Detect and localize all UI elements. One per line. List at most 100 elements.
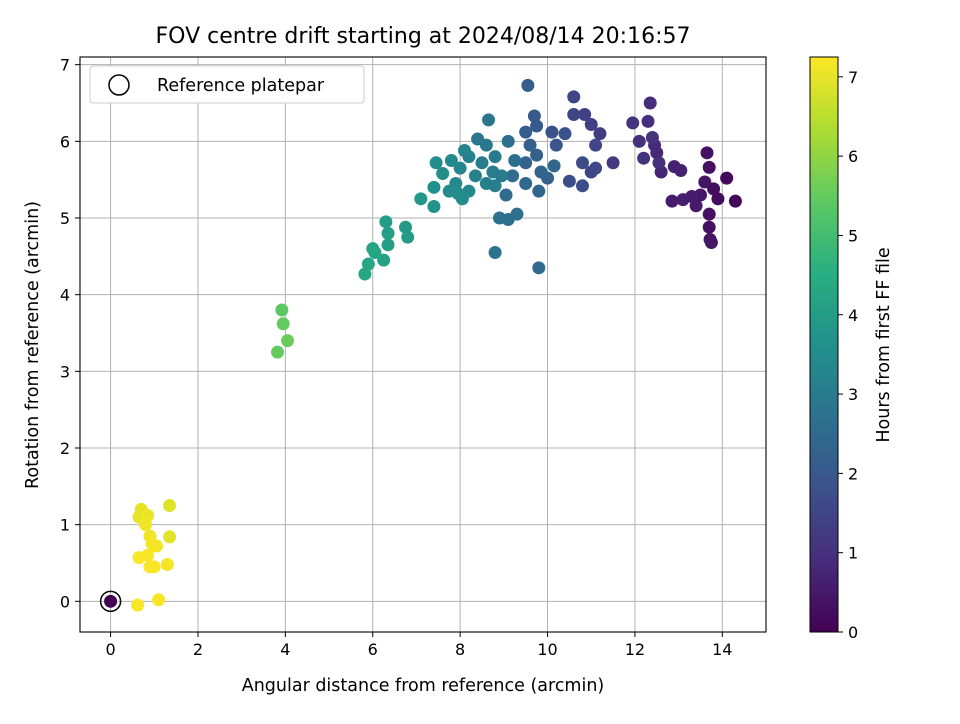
grid-lines (80, 57, 766, 632)
data-point (508, 154, 522, 167)
legend-marker-icon (108, 74, 130, 96)
y-tick-label: 1 (60, 516, 70, 535)
y-axis-ticks: 0 1 2 3 4 5 6 7 (60, 56, 80, 611)
data-point (147, 560, 161, 574)
data-point (399, 220, 413, 234)
data-point (545, 125, 559, 139)
data-point (676, 193, 690, 207)
data-point (527, 109, 541, 123)
data-point (361, 257, 375, 271)
y-tick-label: 6 (60, 132, 70, 151)
data-point (530, 119, 544, 133)
colorbar-gradient (809, 56, 839, 633)
data-point (132, 551, 146, 565)
y-tick-label: 4 (60, 286, 70, 305)
x-tick-label: 2 (193, 640, 203, 659)
data-point (427, 180, 441, 194)
data-point (488, 179, 502, 193)
data-point (562, 174, 576, 188)
y-tick-label: 0 (60, 592, 70, 611)
data-point (720, 171, 734, 185)
data-point (149, 539, 163, 553)
data-point (541, 171, 555, 185)
data-point (506, 169, 520, 183)
data-point (451, 186, 465, 200)
colorbar-tick-label: 2 (848, 464, 858, 483)
data-point (521, 78, 535, 92)
data-point (468, 169, 482, 183)
data-point (152, 593, 166, 607)
data-point (652, 156, 666, 170)
data-point (414, 192, 428, 206)
data-point (281, 334, 295, 348)
data-point (700, 146, 714, 160)
data-point (458, 144, 472, 158)
data-point (104, 594, 118, 608)
y-tick-label: 7 (60, 56, 70, 75)
data-point (436, 167, 450, 181)
data-point (139, 518, 153, 532)
x-tick-label: 4 (280, 640, 290, 659)
data-point (578, 108, 592, 121)
data-point (488, 246, 502, 259)
data-point (377, 253, 391, 267)
y-axis-label: Rotation from reference (arcmin) (23, 201, 43, 489)
data-point (637, 151, 651, 165)
data-point (711, 192, 725, 206)
data-point (702, 220, 716, 234)
data-point (366, 242, 380, 256)
data-point (482, 113, 496, 127)
data-point (495, 169, 509, 183)
data-point (379, 215, 393, 229)
legend-entry-reference: Reference platepar (157, 76, 325, 96)
data-point (275, 303, 289, 317)
data-point (698, 175, 712, 189)
data-point (160, 558, 174, 572)
reference-marker (99, 590, 122, 613)
legend: Reference platepar (89, 65, 365, 104)
data-point (163, 530, 177, 544)
x-tick-label: 12 (625, 640, 645, 659)
data-point (584, 117, 598, 131)
colorbar-tick-label: 5 (848, 226, 858, 245)
data-point (131, 598, 145, 612)
colorbar-tick-label: 1 (848, 544, 858, 563)
x-axis-ticks: 0 2 4 6 8 10 12 14 (105, 632, 732, 659)
data-point (645, 131, 659, 144)
y-tick-label: 2 (60, 439, 70, 458)
data-point (567, 90, 581, 104)
x-tick-label: 14 (712, 640, 732, 659)
data-point (444, 154, 458, 167)
data-point (519, 125, 533, 139)
data-point (665, 194, 679, 208)
data-point (358, 267, 372, 281)
colorbar-tick-label: 3 (848, 385, 858, 404)
data-point (488, 150, 502, 164)
data-point (270, 345, 284, 359)
colorbar-tick-label: 0 (848, 623, 858, 642)
x-axis-label: Angular distance from reference (arcmin) (242, 676, 605, 696)
data-point (702, 160, 716, 174)
data-point (530, 148, 544, 162)
data-point (589, 161, 603, 175)
data-point (575, 179, 589, 193)
x-tick-label: 10 (537, 640, 557, 659)
data-point (547, 159, 561, 173)
data-point (632, 134, 646, 148)
colorbar-tick-label: 7 (848, 68, 858, 87)
data-point (519, 156, 533, 170)
data-point (479, 138, 493, 152)
colorbar-tick-label: 4 (848, 306, 858, 325)
data-point (519, 177, 533, 190)
data-point (453, 161, 467, 175)
data-point (499, 188, 513, 202)
data-point (381, 226, 395, 240)
data-point (641, 114, 655, 128)
x-tick-label: 6 (368, 640, 378, 659)
data-point (606, 156, 620, 170)
data-point (475, 156, 489, 170)
data-point (707, 182, 721, 196)
data-point (626, 116, 640, 130)
